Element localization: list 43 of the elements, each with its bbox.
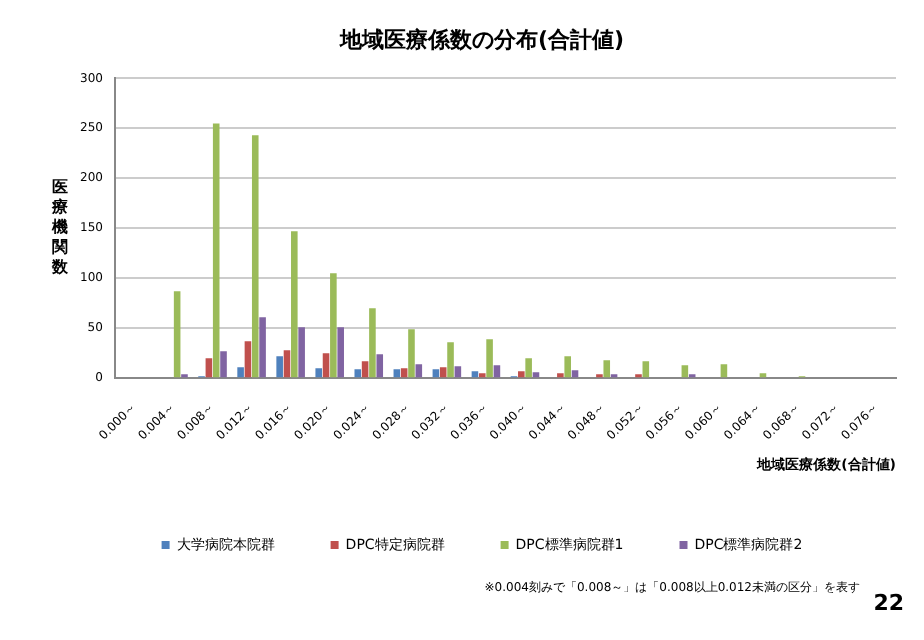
bar (518, 371, 525, 378)
bar (493, 365, 501, 378)
bar (315, 368, 323, 378)
bar (471, 371, 479, 378)
bar (400, 368, 408, 378)
bar (205, 358, 213, 378)
bar (354, 369, 362, 378)
bar (486, 339, 493, 378)
bar (564, 356, 571, 378)
bar (603, 360, 611, 378)
bar (276, 356, 283, 378)
bar (369, 308, 376, 378)
bar (642, 361, 650, 378)
bar (337, 327, 344, 378)
bar (244, 341, 252, 378)
bar (212, 123, 220, 378)
text: 22 (873, 589, 904, 616)
bar (298, 327, 305, 378)
bar (454, 366, 462, 378)
bar (525, 358, 532, 378)
bar (447, 342, 454, 378)
bar (720, 364, 728, 378)
bar (237, 367, 244, 378)
y-axis-title: 医療機関数 (50, 178, 70, 277)
bar (259, 317, 266, 378)
bar (283, 350, 291, 378)
bar (408, 329, 415, 378)
bar (361, 361, 369, 378)
bar (330, 273, 337, 378)
bar (571, 370, 579, 378)
bar (220, 351, 227, 378)
chart-title: 地域医療係数の分布(合計値) (337, 26, 625, 53)
bar (393, 369, 401, 378)
bar (322, 353, 330, 378)
bar (439, 367, 447, 378)
bar (681, 365, 689, 378)
bar (415, 364, 423, 378)
bar (432, 369, 440, 378)
bar (376, 354, 384, 378)
bar (532, 372, 540, 378)
bar (251, 135, 259, 378)
bar (291, 231, 298, 378)
bar (173, 291, 181, 378)
